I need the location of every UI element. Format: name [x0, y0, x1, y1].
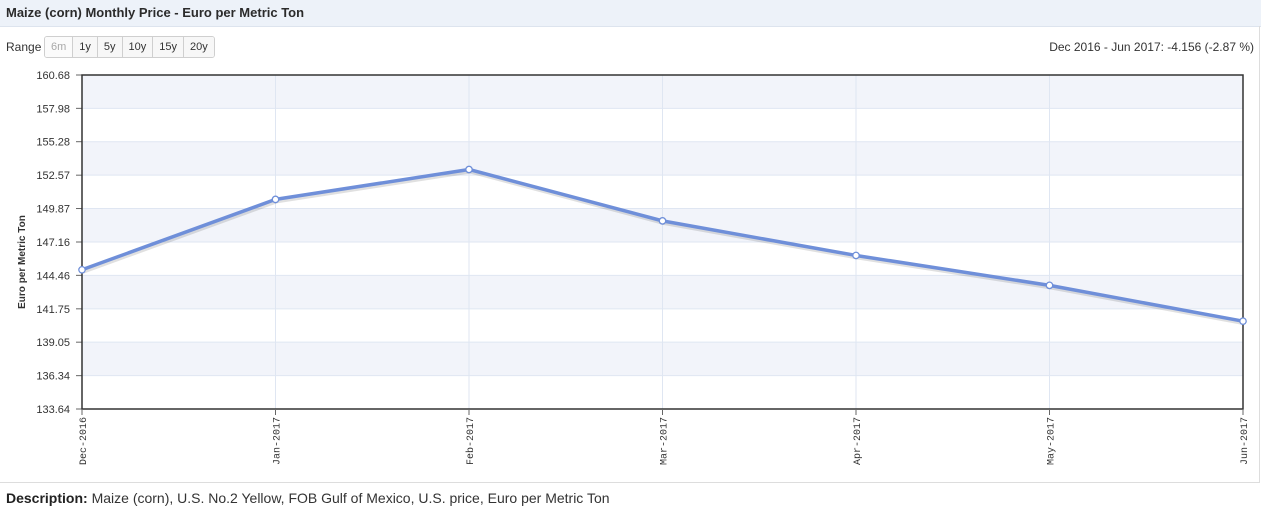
data-point-dec-2016: [78, 265, 86, 274]
y-tick-label: 144.46: [36, 270, 70, 282]
y-tick-label: 136.34: [36, 371, 70, 383]
line-chart: 133.64 136.34 139.05 141.75 144.46 147.16 149.…: [17, 70, 1251, 465]
description-text: Maize (corn), U.S. No.2 Yellow, FOB Gulf…: [91, 490, 610, 506]
data-point-apr-2017: [852, 251, 860, 260]
y-tick-label: 155.28: [36, 137, 70, 149]
y-tick-label: 160.68: [36, 70, 70, 82]
data-point-jun-2017: [1239, 317, 1247, 326]
data-point-may-2017: [1045, 281, 1054, 290]
x-tick-label: Apr-2017: [853, 417, 864, 465]
y-axis-title: Euro per Metric Ton: [17, 215, 28, 309]
y-tick-label: 141.75: [36, 304, 70, 316]
change-summary: Dec 2016 - Jun 2017: -4.156 (-2.87 %): [1049, 40, 1254, 54]
x-tick-label: Dec-2016: [79, 417, 90, 465]
range-button-20y[interactable]: 20y: [184, 37, 214, 57]
data-point-feb-2017: [465, 165, 473, 174]
range-button-6m: 6m: [45, 37, 74, 57]
range-button-1y[interactable]: 1y: [73, 37, 98, 57]
range-label: Range: [6, 40, 42, 54]
x-tick-label: Jun-2017: [1240, 417, 1251, 465]
page-title: Maize (corn) Monthly Price - Euro per Me…: [6, 5, 305, 20]
data-point-jan-2017: [271, 195, 280, 204]
y-tick-label: 152.57: [36, 170, 70, 182]
x-tick-label: Jan-2017: [273, 417, 284, 465]
y-tick-label: 157.98: [36, 103, 70, 115]
x-tick-label: May-2017: [1047, 417, 1058, 465]
range-button-10y[interactable]: 10y: [122, 37, 154, 57]
chart-panel: [0, 26, 1260, 483]
y-tick-label: 149.87: [36, 204, 70, 216]
range-button-15y[interactable]: 15y: [153, 37, 185, 57]
y-tick-label: 133.64: [36, 404, 70, 416]
description-label: Description:: [6, 490, 88, 506]
range-button-5y[interactable]: 5y: [97, 37, 123, 57]
x-tick-label: Mar-2017: [660, 417, 671, 465]
description: Description: Maize (corn), U.S. No.2 Yel…: [6, 490, 610, 506]
title-bar: Maize (corn) Monthly Price - Euro per Me…: [0, 0, 1261, 27]
data-point-mar-2017: [658, 217, 667, 225]
y-tick-label: 139.05: [36, 337, 70, 349]
x-tick-label: Feb-2017: [465, 417, 477, 465]
range-selector: 6m 1y 5y 10y 15y 20y: [44, 36, 215, 58]
y-tick-label: 147.16: [36, 237, 70, 249]
